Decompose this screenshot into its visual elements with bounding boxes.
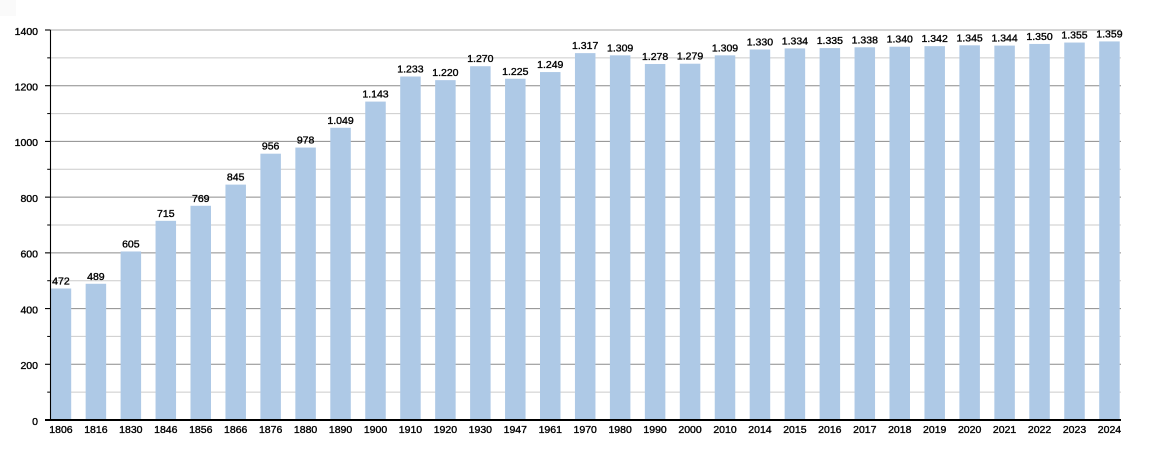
svg-text:200: 200 — [20, 360, 38, 372]
svg-text:1.233: 1.233 — [397, 64, 423, 76]
svg-text:1856: 1856 — [189, 424, 213, 436]
svg-text:1.330: 1.330 — [747, 37, 773, 49]
svg-text:1.317: 1.317 — [572, 40, 598, 52]
svg-text:1806: 1806 — [49, 424, 73, 436]
svg-text:1.350: 1.350 — [1026, 31, 1052, 43]
svg-text:1.340: 1.340 — [887, 34, 913, 46]
svg-text:2016: 2016 — [818, 424, 842, 436]
svg-text:1876: 1876 — [259, 424, 283, 436]
svg-text:1200: 1200 — [15, 82, 39, 94]
svg-text:1816: 1816 — [84, 424, 108, 436]
svg-text:1000: 1000 — [15, 137, 39, 149]
svg-text:1.345: 1.345 — [957, 32, 983, 44]
svg-text:1.342: 1.342 — [922, 33, 948, 45]
svg-text:2015: 2015 — [783, 424, 807, 436]
svg-text:1.334: 1.334 — [782, 35, 808, 47]
svg-text:1.225: 1.225 — [502, 66, 528, 78]
svg-text:2017: 2017 — [853, 424, 877, 436]
svg-text:1.335: 1.335 — [817, 35, 843, 47]
svg-text:845: 845 — [227, 172, 245, 184]
svg-text:1.309: 1.309 — [607, 42, 633, 54]
svg-text:956: 956 — [262, 141, 280, 153]
svg-text:978: 978 — [297, 135, 315, 147]
svg-text:2019: 2019 — [923, 424, 947, 436]
svg-text:0: 0 — [32, 416, 38, 428]
svg-text:1.279: 1.279 — [677, 51, 703, 63]
svg-text:1.143: 1.143 — [362, 89, 388, 101]
svg-text:1890: 1890 — [329, 424, 353, 436]
svg-text:1400: 1400 — [15, 26, 39, 38]
svg-text:1980: 1980 — [608, 424, 632, 436]
svg-text:2000: 2000 — [678, 424, 702, 436]
svg-text:1866: 1866 — [224, 424, 248, 436]
svg-text:2023: 2023 — [1063, 424, 1087, 436]
svg-text:800: 800 — [20, 193, 38, 205]
svg-text:1.309: 1.309 — [712, 42, 738, 54]
svg-text:2020: 2020 — [958, 424, 982, 436]
svg-text:1900: 1900 — [364, 424, 388, 436]
svg-text:2014: 2014 — [748, 424, 772, 436]
svg-text:600: 600 — [20, 249, 38, 261]
svg-text:1830: 1830 — [119, 424, 143, 436]
svg-text:472: 472 — [52, 276, 70, 288]
svg-text:1930: 1930 — [469, 424, 493, 436]
svg-text:1970: 1970 — [574, 424, 598, 436]
svg-text:1947: 1947 — [504, 424, 528, 436]
svg-text:2022: 2022 — [1028, 424, 1052, 436]
svg-text:400: 400 — [20, 304, 38, 316]
svg-text:1990: 1990 — [643, 424, 667, 436]
svg-text:1910: 1910 — [399, 424, 423, 436]
svg-text:1.049: 1.049 — [327, 115, 353, 127]
svg-text:1.278: 1.278 — [642, 51, 668, 63]
svg-text:769: 769 — [192, 193, 210, 205]
svg-text:1920: 1920 — [434, 424, 458, 436]
svg-text:1.270: 1.270 — [467, 53, 493, 65]
svg-text:2024: 2024 — [1098, 424, 1122, 436]
svg-text:1.344: 1.344 — [991, 33, 1017, 45]
svg-text:1.249: 1.249 — [537, 59, 563, 71]
svg-text:1846: 1846 — [154, 424, 178, 436]
svg-text:715: 715 — [157, 208, 175, 220]
svg-text:489: 489 — [87, 271, 105, 283]
svg-text:1.220: 1.220 — [432, 67, 458, 79]
svg-text:1.359: 1.359 — [1096, 28, 1122, 40]
svg-text:1.355: 1.355 — [1061, 30, 1087, 42]
svg-text:605: 605 — [122, 238, 140, 250]
svg-text:2018: 2018 — [888, 424, 912, 436]
svg-text:2010: 2010 — [713, 424, 737, 436]
svg-text:2021: 2021 — [993, 424, 1017, 436]
svg-text:1880: 1880 — [294, 424, 318, 436]
svg-text:1961: 1961 — [539, 424, 563, 436]
svg-text:1.338: 1.338 — [852, 34, 878, 46]
